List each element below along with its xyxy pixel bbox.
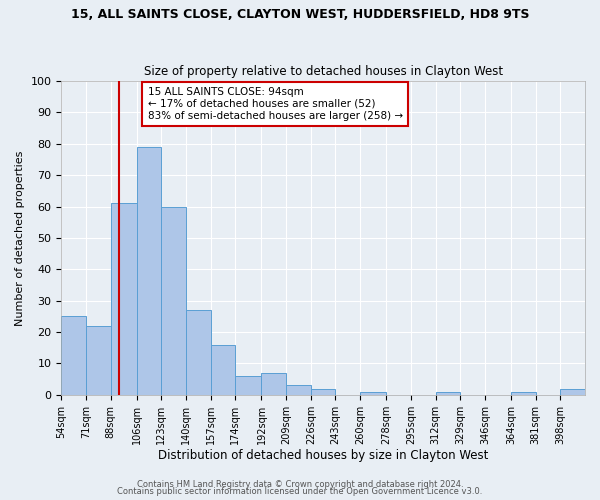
Bar — [560, 388, 585, 395]
Text: 15 ALL SAINTS CLOSE: 94sqm
← 17% of detached houses are smaller (52)
83% of semi: 15 ALL SAINTS CLOSE: 94sqm ← 17% of deta… — [148, 88, 403, 120]
Text: Contains HM Land Registry data © Crown copyright and database right 2024.: Contains HM Land Registry data © Crown c… — [137, 480, 463, 489]
Bar — [262, 373, 286, 395]
Bar — [286, 386, 311, 395]
X-axis label: Distribution of detached houses by size in Clayton West: Distribution of detached houses by size … — [158, 450, 488, 462]
Bar — [61, 316, 86, 395]
Y-axis label: Number of detached properties: Number of detached properties — [15, 150, 25, 326]
Bar — [511, 392, 536, 395]
Bar — [186, 310, 211, 395]
Bar — [360, 392, 386, 395]
Bar — [436, 392, 460, 395]
Bar — [211, 344, 235, 395]
Bar — [311, 388, 335, 395]
Title: Size of property relative to detached houses in Clayton West: Size of property relative to detached ho… — [143, 66, 503, 78]
Bar — [235, 376, 262, 395]
Text: Contains public sector information licensed under the Open Government Licence v3: Contains public sector information licen… — [118, 487, 482, 496]
Bar — [161, 206, 186, 395]
Bar — [137, 147, 161, 395]
Bar — [86, 326, 110, 395]
Text: 15, ALL SAINTS CLOSE, CLAYTON WEST, HUDDERSFIELD, HD8 9TS: 15, ALL SAINTS CLOSE, CLAYTON WEST, HUDD… — [71, 8, 529, 20]
Bar — [110, 204, 137, 395]
